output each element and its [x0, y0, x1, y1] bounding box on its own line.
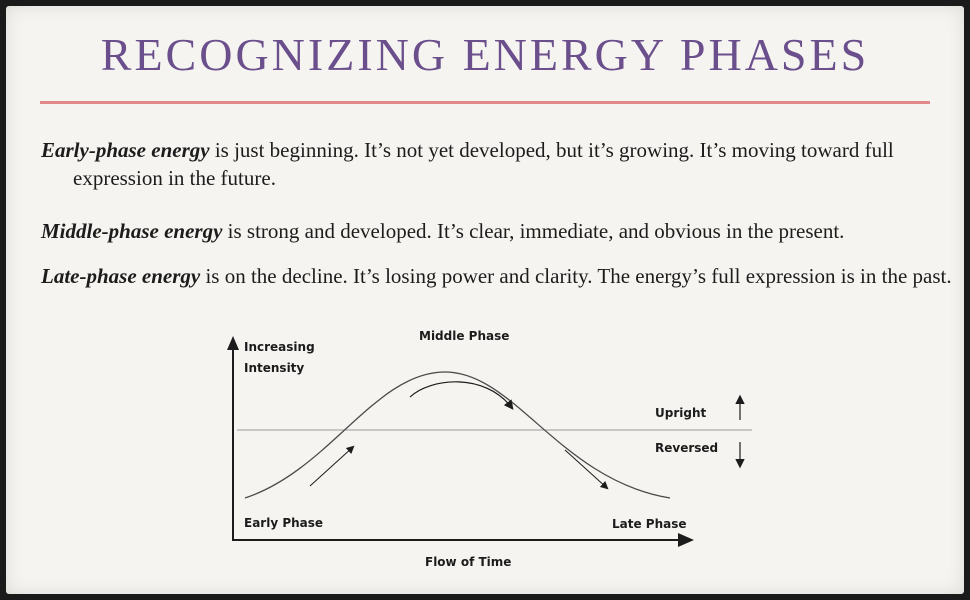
y-axis-arrow-icon	[227, 336, 239, 350]
title-divider	[40, 101, 930, 104]
paragraph-middle-phase: Middle-phase energy is strong and develo…	[41, 217, 964, 245]
reversed-label: Reversed	[655, 441, 718, 455]
term-early-phase: Early-phase energy	[41, 138, 210, 162]
y-axis-label-line2: Intensity	[244, 361, 304, 375]
upright-label: Upright	[655, 406, 706, 420]
desc-middle-phase: is strong and developed. It’s clear, imm…	[222, 219, 845, 243]
energy-curve	[244, 371, 671, 499]
early-phase-label: Early Phase	[244, 516, 323, 530]
desc-early-phase: is just beginning. It’s not yet develope…	[73, 138, 894, 190]
late-phase-label: Late Phase	[612, 517, 687, 531]
falling-arrow	[564, 449, 609, 490]
rising-arrow	[309, 445, 355, 487]
y-axis-label-line1: Increasing	[244, 340, 315, 354]
middle-phase-label: Middle Phase	[419, 329, 509, 343]
desc-late-phase: is on the decline. It’s losing power and…	[200, 264, 952, 288]
paragraph-late-phase: Late-phase energy is on the decline. It’…	[41, 262, 964, 290]
term-middle-phase: Middle-phase energy	[41, 219, 223, 243]
page-title: RECOGNIZING ENERGY PHASES	[100, 29, 870, 80]
term-late-phase: Late-phase energy	[41, 264, 201, 288]
x-axis-label: Flow of Time	[425, 555, 511, 569]
paragraph-early-phase: Early-phase energy is just beginning. It…	[41, 136, 964, 192]
x-axis-arrow-icon	[678, 533, 694, 547]
peak-arrow	[409, 381, 514, 410]
page: RECOGNIZING ENERGY PHASES Early-phase en…	[6, 6, 964, 594]
